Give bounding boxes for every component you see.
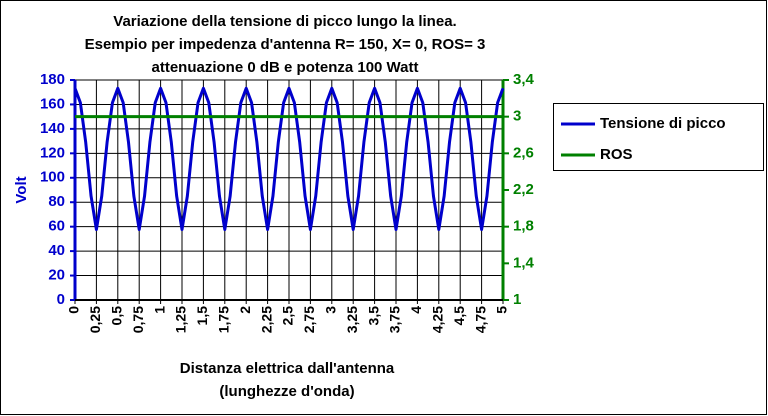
x-tick-label: 1,5 xyxy=(194,306,210,326)
y-tick-label: 0 xyxy=(57,291,65,308)
y2-tick-label: 2,2 xyxy=(513,181,534,198)
x-tick-label: 4,75 xyxy=(472,306,488,333)
x-tick-label: 1,25 xyxy=(173,306,189,333)
y2-tick-label: 3,4 xyxy=(513,71,535,88)
x-tick-label: 3,75 xyxy=(387,306,403,333)
x-tick-label: 0,75 xyxy=(130,306,146,333)
y-axis-label: Volt xyxy=(13,176,30,203)
y-tick-label: 80 xyxy=(48,193,65,210)
y-tick-label: 160 xyxy=(40,95,65,112)
y-tick-label: 120 xyxy=(40,144,65,161)
y-tick-label: 60 xyxy=(48,218,65,235)
y-tick-label: 140 xyxy=(40,120,65,137)
x-tick-label: 2,75 xyxy=(301,306,317,333)
legend xyxy=(553,103,764,171)
series-line xyxy=(73,86,505,231)
x-tick-label: 2,25 xyxy=(258,306,274,333)
x-tick-label: 3 xyxy=(323,306,339,314)
x-tick-label: 1 xyxy=(151,306,167,314)
y-tick-label: 180 xyxy=(40,71,65,88)
x-tick-label: 4,5 xyxy=(451,306,467,326)
y2-tick-label: 2,6 xyxy=(513,144,534,161)
y2-tick-label: 3 xyxy=(513,108,521,125)
y2-tick-label: 1 xyxy=(513,291,521,308)
y2-tick-label: 1,8 xyxy=(513,218,534,235)
x-tick-label: 0,5 xyxy=(109,306,125,326)
x-tick-label: 2,5 xyxy=(280,306,296,326)
legend-label: ROS xyxy=(600,146,633,163)
title-line: Esempio per impedenza d'antenna R= 150, … xyxy=(85,36,486,53)
x-tick-label: 5 xyxy=(494,306,510,314)
x-axis-label: (lunghezze d'onda) xyxy=(219,383,354,400)
x-tick-label: 0 xyxy=(66,306,82,314)
title-line: attenuazione 0 dB e potenza 100 Watt xyxy=(152,59,419,76)
y2-tick-label: 1,4 xyxy=(513,254,535,271)
x-tick-label: 4 xyxy=(408,306,424,314)
legend-label: Tensione di picco xyxy=(600,115,726,132)
x-tick-label: 0,25 xyxy=(87,306,103,333)
x-tick-label: 3,25 xyxy=(344,306,360,333)
x-tick-label: 4,25 xyxy=(430,306,446,333)
y-tick-label: 40 xyxy=(48,242,65,259)
y-tick-label: 20 xyxy=(48,267,65,284)
title-line: Variazione della tensione di picco lungo… xyxy=(113,13,456,30)
x-tick-label: 2 xyxy=(237,306,253,314)
y-tick-label: 100 xyxy=(40,169,65,186)
x-tick-label: 3,5 xyxy=(365,306,381,326)
x-axis-label: Distanza elettrica dall'antenna xyxy=(180,360,395,377)
x-tick-label: 1,75 xyxy=(216,306,232,333)
